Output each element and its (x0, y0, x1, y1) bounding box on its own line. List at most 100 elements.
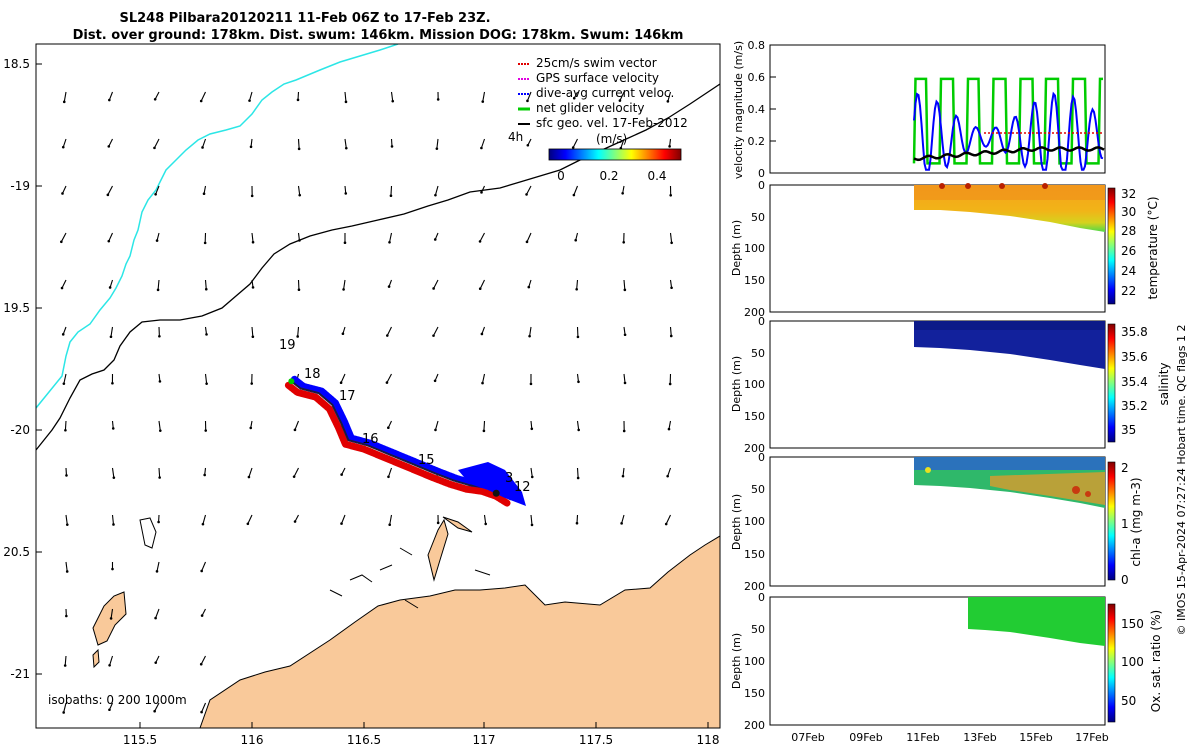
geo-velocity-arrow-head (159, 429, 162, 432)
geo-velocity-arrow (665, 514, 671, 525)
geo-velocity-arrow-head (387, 285, 391, 288)
geo-velocity-arrow-head (65, 570, 69, 573)
day-label: 19 (279, 338, 296, 353)
map-x-axis: 115.5 116 116.5 117 117.5 118 (123, 722, 720, 747)
geo-velocity-arrow-head (154, 616, 157, 620)
geo-velocity-arrow (248, 467, 253, 478)
geo-velocity-arrow (64, 655, 67, 666)
geo-velocity-arrow-head (63, 664, 67, 667)
geo-velocity-arrow-head (389, 194, 393, 198)
geo-velocity-arrow-head (340, 522, 343, 525)
geo-velocity-arrow (294, 420, 300, 431)
geo-velocity-arrow-head (60, 286, 64, 290)
geo-velocity-arrow (247, 514, 253, 525)
geo-velocity-arrow (155, 608, 160, 619)
geo-velocity-arrow-head (530, 427, 534, 431)
geo-velocity-arrow (204, 279, 207, 290)
temp-cbar-tick: 30 (1121, 205, 1136, 219)
map-ytick-label: -19 (10, 179, 30, 193)
geo-velocity-arrow-head (670, 241, 673, 245)
map-ytick-label: 20.5 (3, 545, 30, 559)
chla-ytick: 200 (744, 580, 765, 593)
oxy-cbar-tick: 150 (1121, 617, 1144, 631)
geo-velocity-arrow-head (64, 428, 67, 432)
geo-velocity-arrow (576, 467, 579, 478)
glider-track (284, 375, 526, 507)
geo-velocity-arrow (154, 91, 160, 100)
geo-velocity-arrow-head (387, 475, 390, 479)
land-peninsula-2 (442, 516, 473, 533)
vel-ytick: 0.2 (748, 135, 766, 148)
land-islets-coast (329, 547, 491, 609)
oxy-colorbar (1107, 603, 1116, 723)
geo-velocity-arrow (297, 91, 300, 100)
geo-velocity-arrow (248, 91, 253, 101)
geo-velocity-arrow (344, 138, 347, 149)
geo-velocity-arrow-head (109, 617, 113, 620)
geo-velocity-arrow-head (201, 522, 205, 526)
time-tick-label: 15Feb (1019, 731, 1052, 744)
geo-velocity-arrow-head (200, 614, 204, 617)
day-label: 3 (505, 471, 513, 486)
sal-section-top (914, 321, 1105, 330)
day-labels: 19 18 17 16 15 3 12 (279, 338, 531, 495)
geo-velocity-arrow (200, 91, 206, 102)
geo-velocity-arrow-head (385, 381, 389, 384)
temp-hotspot (939, 183, 945, 189)
geo-velocity-arrow-head (200, 569, 203, 573)
geo-velocity-arrow (433, 279, 439, 289)
geo-velocity-arrow-head (62, 100, 66, 104)
legend-entry: net glider velocity (518, 101, 644, 115)
geo-velocity-arrow (156, 561, 160, 572)
geo-velocity-arrow (667, 467, 672, 477)
land-islet-cluster (139, 517, 157, 549)
geo-velocity-arrow (576, 420, 580, 430)
geo-velocity-arrow (436, 138, 439, 149)
velocity-series (912, 77, 1105, 171)
geo-velocity-arrow-head (571, 146, 575, 149)
legend-label: dive-avg current veloc. (536, 86, 674, 100)
geo-velocity-arrow (297, 138, 300, 149)
land-island-large (92, 591, 127, 646)
geo-velocity-arrow (109, 655, 114, 666)
geo-velocity-arrow-head (297, 147, 301, 151)
geo-velocity-arrow-head (478, 240, 482, 243)
geo-velocity-arrow (201, 702, 207, 713)
geo-velocity-arrow-head (158, 380, 162, 383)
geo-velocity-arrow-head (247, 475, 251, 479)
geo-velocity-arrow-head (669, 334, 673, 338)
geo-velocity-arrow (434, 420, 439, 431)
geo-velocity-arrow-head (622, 240, 626, 244)
geo-velocity-arrow (293, 467, 299, 477)
geo-velocity-arrow (111, 467, 115, 478)
chla-section-low (914, 457, 1105, 470)
sal-cbar-tick: 35.2 (1121, 399, 1148, 413)
geo-velocity-arrow-head (296, 98, 300, 102)
oxy-section (968, 597, 1105, 646)
geo-velocity-arrow-head (246, 522, 250, 526)
geo-velocity-arrow-head (62, 382, 66, 385)
colorbar-tick-label: 0.2 (599, 169, 618, 183)
geo-velocity-arrow (526, 91, 532, 102)
geo-velocity-arrow-head (251, 240, 255, 244)
sal-cbar-tick: 35.6 (1121, 350, 1148, 364)
geo-velocity-arrow (386, 373, 392, 383)
geo-velocity-arrow (111, 514, 115, 525)
geo-velocity-arrow (155, 185, 160, 195)
geo-velocity-arrow-head (112, 476, 116, 479)
time-tick-label: 17Feb (1075, 731, 1108, 744)
geo-velocity-arrow (344, 91, 347, 102)
geo-velocity-arrow-head (108, 286, 112, 289)
chla-section-high (990, 472, 1105, 505)
legend-entry: sfc geo. vel. 17-Feb-2012 (518, 116, 688, 130)
geo-velocity-arrow (108, 138, 113, 147)
geo-velocity-arrow (482, 91, 486, 102)
geo-velocity-arrow (669, 326, 672, 336)
geo-velocity-arrow-head (202, 192, 206, 196)
geo-velocity-arrow-head (248, 99, 251, 102)
geo-velocity-arrow (108, 91, 114, 101)
map-xtick-label: 118 (697, 733, 720, 747)
geo-velocity-arrow (62, 138, 67, 148)
geo-velocity-arrow (63, 91, 67, 102)
geo-velocity-arrow-head (433, 379, 437, 383)
